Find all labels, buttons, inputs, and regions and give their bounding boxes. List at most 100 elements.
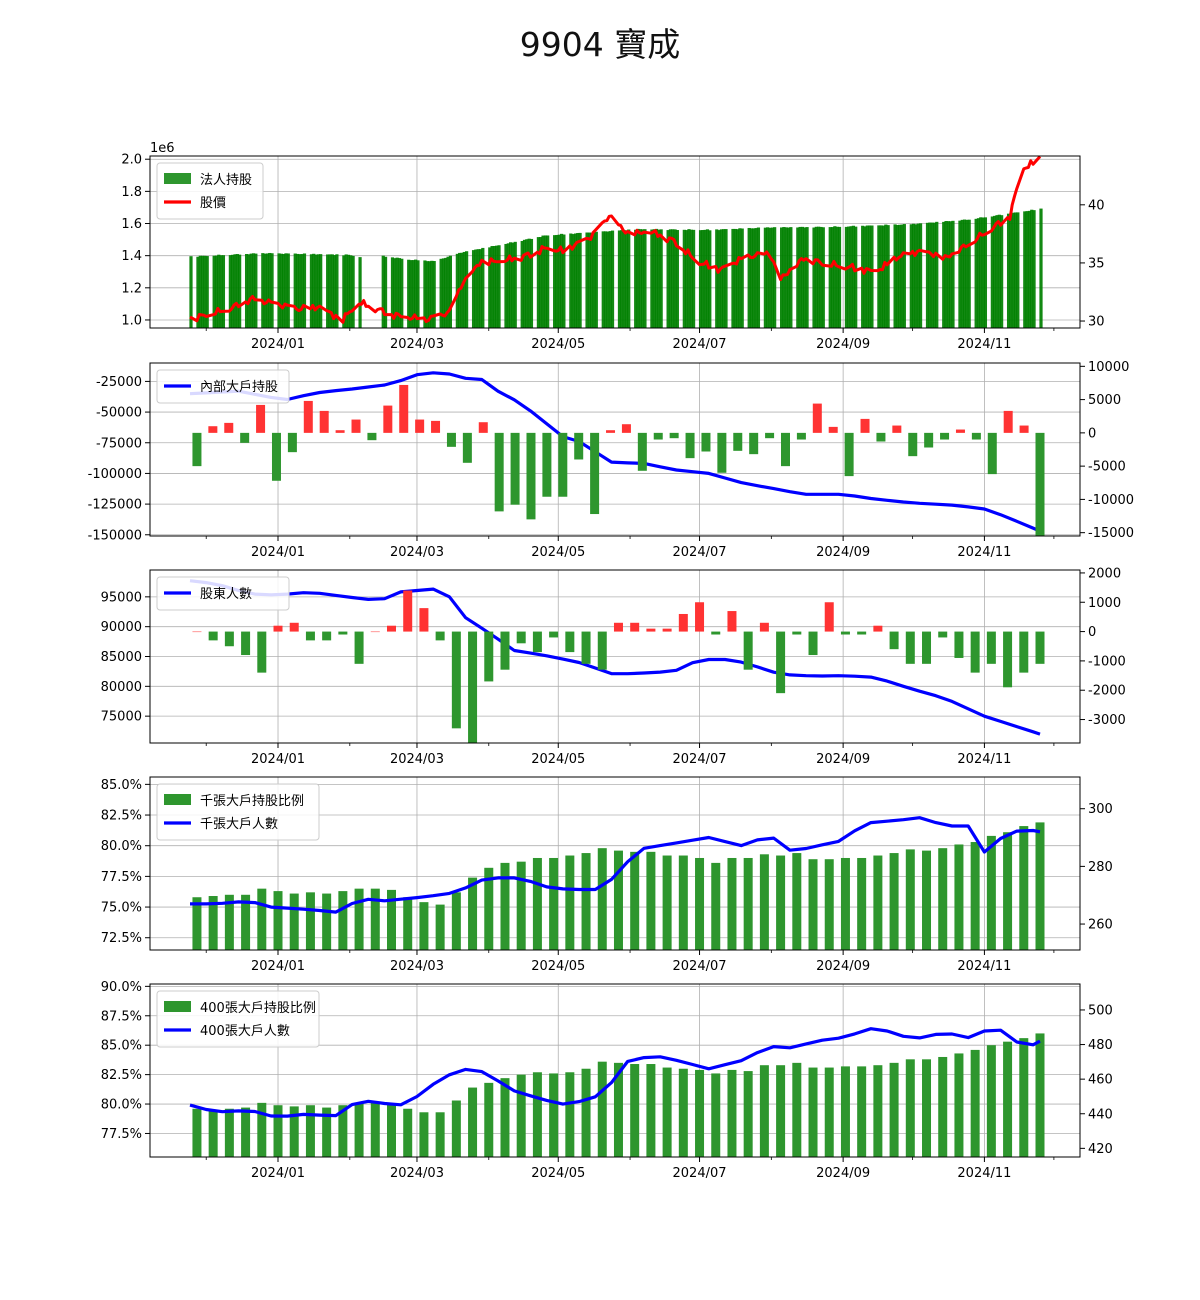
data-bar xyxy=(446,432,456,447)
data-bar xyxy=(289,622,299,632)
holding-bar xyxy=(525,239,529,328)
holding-bar xyxy=(909,224,913,328)
axes-frame xyxy=(149,362,1081,537)
data-bar xyxy=(468,877,478,950)
data-bar xyxy=(338,891,348,950)
holding-bar xyxy=(902,224,906,328)
data-bar xyxy=(1035,432,1045,536)
data-bar xyxy=(812,403,822,433)
data-bar xyxy=(403,590,413,632)
holding-bar xyxy=(423,260,427,328)
data-bar xyxy=(954,631,964,658)
data-bar xyxy=(516,861,526,950)
holding-bar xyxy=(844,226,849,328)
y-right-tick-label: 480 xyxy=(1088,1038,1113,1053)
data-bar xyxy=(792,853,802,950)
y-right-tick-label: 2000 xyxy=(1088,566,1121,581)
y-right-tick-label: 460 xyxy=(1088,1073,1113,1088)
data-bar xyxy=(370,1101,380,1157)
y-left-tick-label: 75000 xyxy=(101,710,142,725)
data-bar xyxy=(208,1109,218,1157)
holding-bar xyxy=(478,249,483,328)
holding-bar xyxy=(316,254,320,328)
holding-bar xyxy=(444,257,448,328)
holding-bar xyxy=(1016,212,1020,328)
holding-bar xyxy=(798,226,802,328)
data-bar xyxy=(776,1065,786,1157)
data-bar xyxy=(792,631,802,635)
x-tick-label: 2024/11 xyxy=(957,545,1011,560)
holding-bar xyxy=(817,226,821,328)
holding-bar xyxy=(587,232,591,328)
holding-bar xyxy=(636,228,640,328)
data-bar xyxy=(727,857,737,950)
data-bar xyxy=(905,631,915,664)
legend-box xyxy=(156,783,320,841)
y-right-tick-label: -2000 xyxy=(1088,684,1126,699)
data-bar xyxy=(922,631,932,664)
holding-bar xyxy=(981,217,985,328)
data-bar xyxy=(873,855,883,950)
holding-bar xyxy=(946,221,950,328)
holding-bar xyxy=(221,255,226,328)
data-bar xyxy=(860,418,870,433)
holding-bar xyxy=(606,231,610,328)
data-bar xyxy=(305,1105,315,1157)
data-bar xyxy=(695,857,705,950)
data-bar xyxy=(478,422,488,433)
data-bar xyxy=(532,1072,542,1157)
data-bar xyxy=(338,1105,348,1157)
data-bar xyxy=(938,1056,948,1157)
holding-bar xyxy=(881,225,886,328)
data-bar xyxy=(759,1065,769,1157)
holding-bar xyxy=(330,254,334,328)
holding-bar xyxy=(414,259,418,328)
holding-bar xyxy=(520,241,524,328)
data-bar xyxy=(289,893,299,950)
data-bar xyxy=(208,896,218,950)
holding-bar xyxy=(789,227,793,328)
holding-bar xyxy=(995,215,999,328)
holding-bar xyxy=(571,234,575,328)
y-right-tick-label: 420 xyxy=(1088,1142,1113,1157)
data-bar xyxy=(367,432,377,441)
data-bar xyxy=(986,631,996,664)
data-bar xyxy=(354,888,364,950)
holding-bar xyxy=(617,230,622,328)
y-left-tick-label: 1.6 xyxy=(121,217,142,232)
data-bar xyxy=(857,631,867,635)
data-bar xyxy=(924,432,934,448)
data-bar xyxy=(940,432,950,440)
data-bar xyxy=(678,613,688,632)
holding-bar xyxy=(559,233,564,328)
y-right-tick-label: -3000 xyxy=(1088,713,1126,728)
holding-bar xyxy=(965,219,969,328)
data-bar xyxy=(403,1108,413,1157)
data-bar xyxy=(370,631,380,633)
holding-bar xyxy=(912,223,916,328)
holding-bar xyxy=(944,221,948,328)
data-bar xyxy=(1035,822,1045,950)
holding-bar xyxy=(634,229,638,328)
holding-bar xyxy=(1025,211,1029,328)
y-right-tick-label: -10000 xyxy=(1088,493,1134,508)
holding-bar xyxy=(196,256,200,328)
data-bar xyxy=(271,432,281,481)
data-bar xyxy=(908,432,918,457)
holding-bar xyxy=(812,227,816,328)
holding-bar xyxy=(335,254,339,328)
data-bar xyxy=(1019,826,1029,950)
data-bar xyxy=(695,1069,705,1157)
data-bar xyxy=(532,857,542,950)
holding-bar xyxy=(462,251,466,328)
holding-bar xyxy=(754,228,758,328)
y-left-tick-label: 75.0% xyxy=(101,901,142,916)
y-right-tick-label: -5000 xyxy=(1088,460,1126,475)
data-bar xyxy=(873,625,883,632)
holding-bar xyxy=(731,228,735,328)
holding-bar xyxy=(886,225,890,328)
data-bar xyxy=(241,894,251,950)
data-bar xyxy=(224,894,234,950)
data-bar xyxy=(986,835,996,950)
data-bar xyxy=(938,848,948,950)
